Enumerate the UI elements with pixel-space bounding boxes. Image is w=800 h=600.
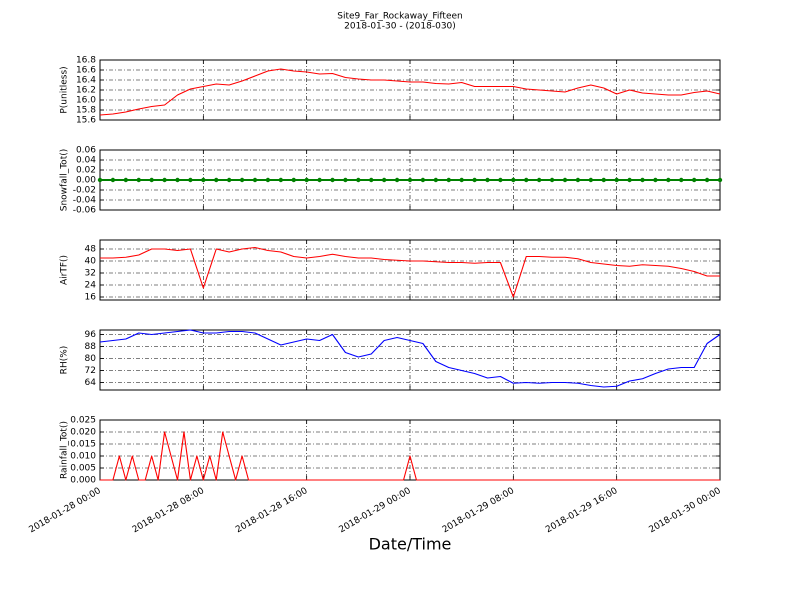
data-point [498,177,503,183]
y-tick-label: 16.4 [76,76,96,86]
y-tick-label: -0.06 [73,206,97,216]
y-tick-label: 0.04 [76,156,96,166]
y-axis-label: RH(%) [60,346,70,375]
data-point [356,177,361,183]
data-point [188,177,193,183]
plot-frame [99,419,721,481]
y-tick-label: 15.8 [76,106,96,116]
data-point [97,177,103,183]
data-point [640,177,645,183]
y-tick-label: 40 [85,257,97,267]
data-point [691,177,697,183]
data-point [562,177,568,183]
y-tick-label: 0.010 [70,452,96,462]
y-tick-label: 32 [85,269,96,279]
plot-frame [99,329,721,391]
data-point [330,177,335,183]
data-point [136,177,141,183]
y-tick-label: 48 [85,245,97,255]
data-point [704,177,710,183]
data-point [485,177,490,183]
data-point [511,177,516,183]
data-point [407,177,413,183]
y-axis-label: Rainfall_Tot() [60,421,70,479]
y-tick-label: 16.8 [76,56,96,66]
y-tick-label: 0.015 [70,440,96,450]
y-tick-label: -0.04 [73,196,97,206]
y-axis-label: Snowfall_Tot() [60,149,70,212]
y-tick-label: 0.025 [70,416,96,426]
y-tick-label: 72 [85,366,96,376]
data-point [653,177,658,183]
data-line [100,246,720,298]
plot-frame [99,239,721,301]
data-point [524,177,529,183]
data-point [627,177,632,183]
data-point [123,177,129,183]
data-point [239,177,245,183]
data-point [717,177,723,183]
y-tick-label: 0.00 [76,176,96,186]
data-line [99,329,721,388]
y-tick-label: 15.6 [76,116,96,126]
data-point [679,177,684,183]
data-point [614,177,619,183]
y-tick-label: 0.000 [70,476,96,486]
data-point [459,177,464,183]
y-tick-label: 16 [85,293,97,303]
data-point [214,177,219,183]
data-point [446,177,451,183]
data-point [381,177,387,183]
y-tick-label: 0.005 [70,464,96,474]
data-point [110,177,116,183]
y-tick-label: -0.02 [73,186,96,196]
data-point [575,177,581,183]
y-axis-label: AirTF() [60,255,70,285]
y-tick-label: 16.0 [76,96,96,106]
y-tick-label: 96 [85,330,97,340]
data-point [601,177,606,183]
plot-frame [99,59,721,121]
data-point [201,177,206,183]
data-point [394,177,400,183]
data-point [433,177,439,183]
data-point [343,177,348,183]
data-point [588,177,594,183]
data-point [278,177,284,183]
data-point [369,177,374,183]
data-point [162,177,167,183]
data-point [252,177,258,183]
data-point [549,177,555,183]
data-point [265,177,271,183]
data-line [99,68,721,116]
y-tick-label: 0.06 [76,146,96,156]
y-tick-label: 80 [85,354,97,364]
y-tick-label: 0.020 [70,428,96,438]
chart-title: Site9_Far_Rockaway_Fifteen [337,12,463,22]
chart-subtitle: 2018-01-30 - (2018-030) [344,22,456,32]
y-tick-label: 16.2 [76,86,96,96]
y-tick-label: 24 [85,281,97,291]
data-point [226,177,232,183]
y-tick-label: 64 [85,378,97,388]
data-point [420,177,426,183]
y-tick-label: 0.02 [76,166,96,176]
data-point [472,177,477,183]
data-point [536,177,542,183]
data-point [149,177,154,183]
y-tick-label: 16.6 [76,66,96,76]
data-point [666,177,671,183]
data-point [291,177,296,183]
y-axis-label: P(unitless) [60,66,70,113]
data-point [317,177,322,183]
y-tick-label: 88 [85,342,97,352]
data-point [175,177,180,183]
x-axis-label: Date/Time [369,535,452,554]
data-point [304,177,309,183]
data-line [100,431,720,481]
